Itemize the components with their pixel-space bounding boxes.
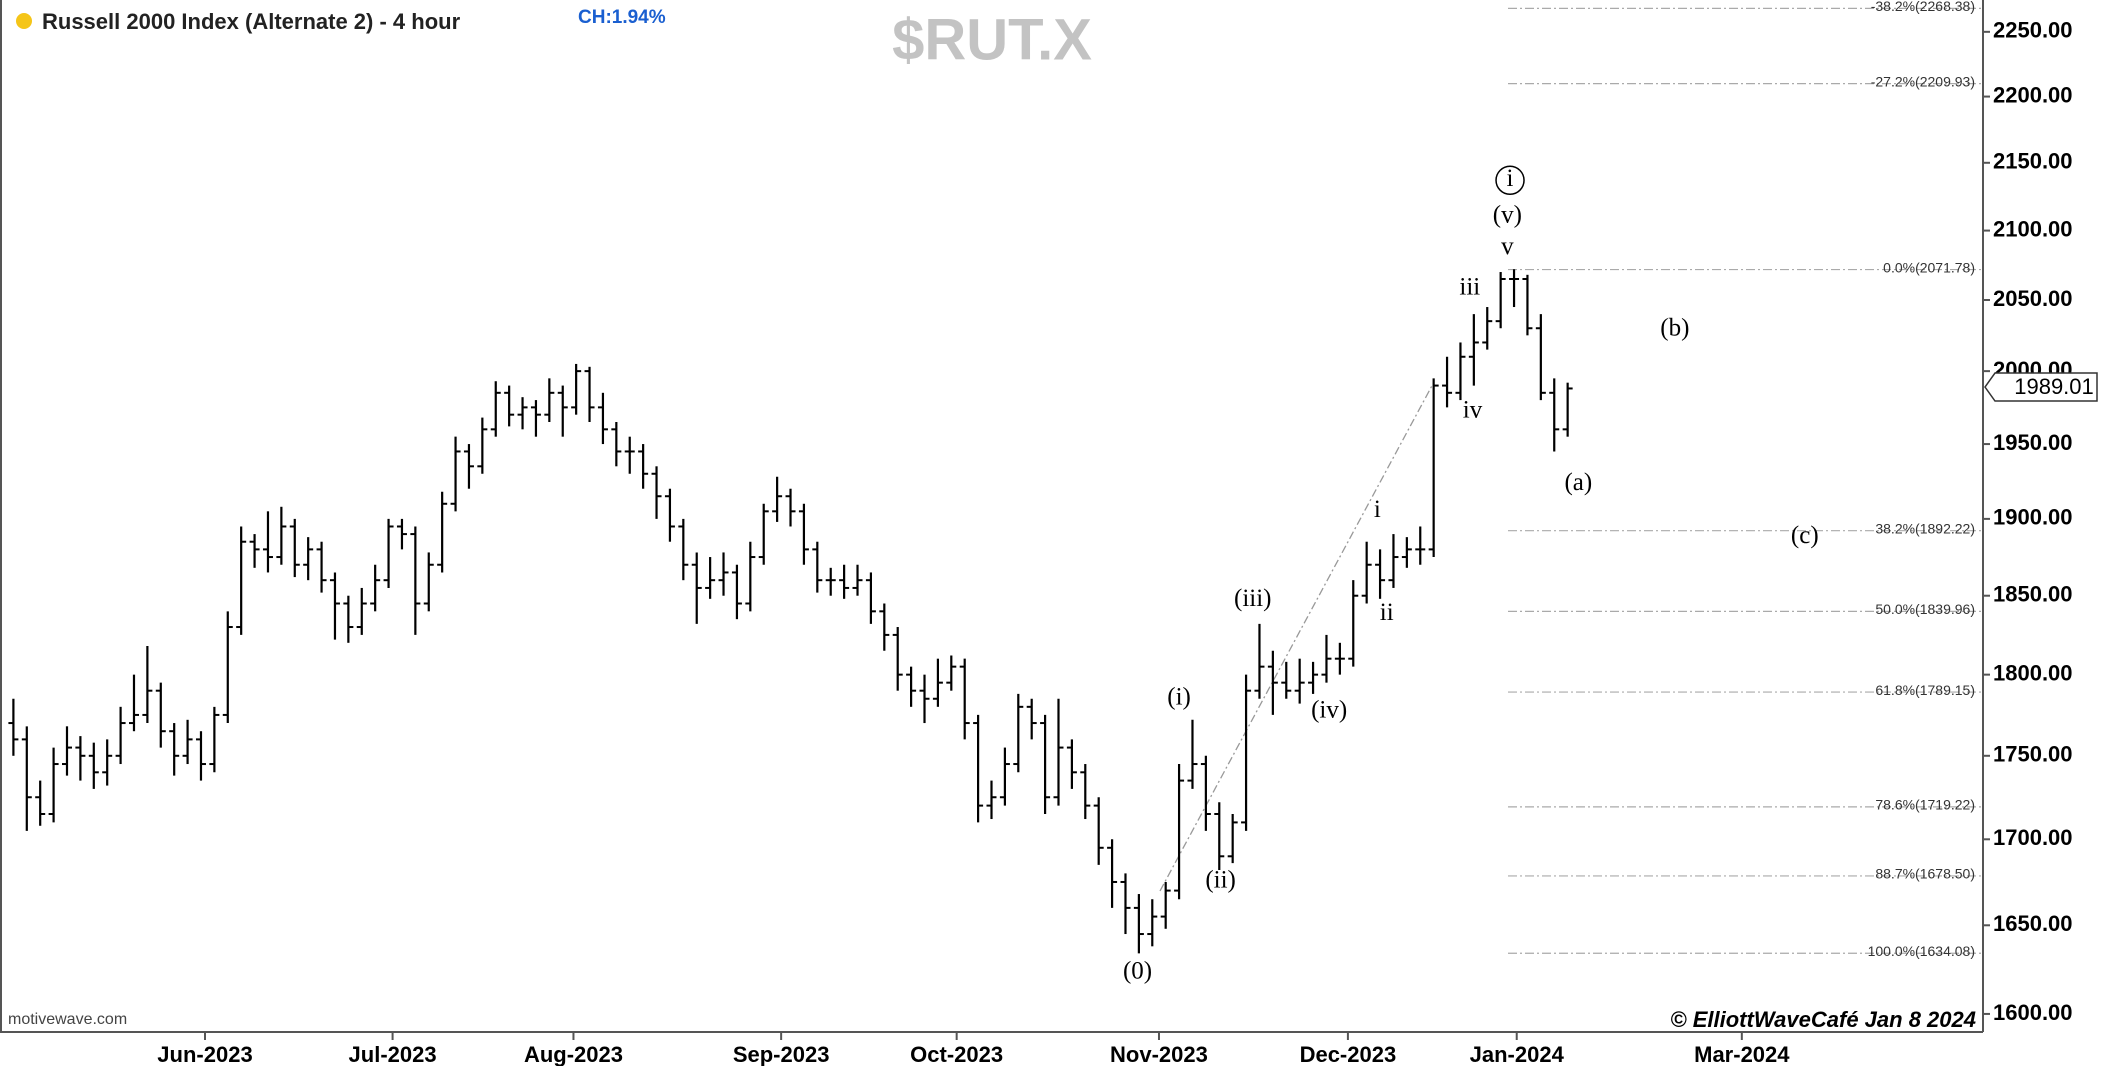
- y-tick-label: 1650.00: [1993, 911, 2073, 936]
- last-price-box: [1984, 372, 2098, 402]
- fib-label: 50.0%(1839.96): [1875, 601, 1975, 617]
- wave-label: (iv): [1311, 696, 1347, 723]
- fib-label: 38.2%(1892.22): [1875, 520, 1975, 536]
- x-tick-label: Jan-2024: [1470, 1042, 1565, 1066]
- y-tick-label: 1850.00: [1993, 582, 2073, 607]
- wave-circle: [1495, 165, 1525, 196]
- chart-title: Russell 2000 Index (Alternate 2) - 4 hou…: [42, 9, 461, 34]
- wave-label: (0): [1123, 958, 1152, 985]
- wave-label: iv: [1463, 396, 1483, 423]
- wave-label: i: [1507, 165, 1514, 192]
- wave-label: (i): [1167, 683, 1191, 710]
- y-tick-label: 2100.00: [1993, 216, 2073, 241]
- y-tick-label: 1750.00: [1993, 742, 2073, 767]
- fib-label: -27.2%(2209.93): [1871, 73, 1975, 89]
- wave-label: i: [1374, 496, 1381, 523]
- change-label: CH:1.94%: [578, 7, 666, 28]
- y-tick-label: 1600.00: [1993, 1000, 2073, 1025]
- wave-label: (c): [1791, 522, 1819, 549]
- wave-label: (b): [1660, 314, 1689, 341]
- y-tick-label: 1900.00: [1993, 505, 2073, 530]
- fib-label: 61.8%(1789.15): [1875, 682, 1975, 698]
- y-tick-label: 2200.00: [1993, 82, 2073, 107]
- symbol-watermark: $RUT.X: [892, 7, 1092, 72]
- x-tick-label: Dec-2023: [1300, 1042, 1397, 1066]
- fib-label: -38.2%(2268.38): [1871, 0, 1975, 14]
- y-tick-label: 2150.00: [1993, 149, 2073, 174]
- x-tick-label: Mar-2024: [1694, 1042, 1790, 1066]
- credit-label: © ElliottWaveCafé Jan 8 2024: [1670, 1007, 1976, 1032]
- x-tick-label: Jul-2023: [349, 1042, 437, 1066]
- source-label: motivewave.com: [8, 1011, 127, 1028]
- wave-label: v: [1501, 233, 1514, 260]
- fib-label: 0.0%(2071.78): [1883, 259, 1975, 275]
- y-tick-label: 1950.00: [1993, 430, 2073, 455]
- wave-label: ii: [1380, 599, 1394, 626]
- wave-label: (v): [1493, 202, 1522, 229]
- fib-label: 78.6%(1719.22): [1875, 797, 1975, 813]
- status-dot: [16, 13, 32, 29]
- x-tick-label: Aug-2023: [524, 1042, 623, 1066]
- x-tick-label: Sep-2023: [733, 1042, 830, 1066]
- wave-label: (ii): [1205, 867, 1236, 894]
- y-tick-label: 2250.00: [1993, 18, 2073, 43]
- x-tick-label: Oct-2023: [910, 1042, 1003, 1066]
- y-tick-label: 1800.00: [1993, 660, 2073, 685]
- wave-label: iii: [1459, 274, 1480, 301]
- fib-label: 88.7%(1678.50): [1875, 866, 1975, 882]
- y-tick-label: 2050.00: [1993, 286, 2073, 311]
- y-tick-label: 1700.00: [1993, 825, 2073, 850]
- x-tick-label: Jun-2023: [157, 1042, 252, 1066]
- wave-label: (iii): [1234, 585, 1272, 612]
- wave-label: (a): [1564, 469, 1592, 496]
- fib-label: 100.0%(1634.08): [1868, 943, 1975, 959]
- last-price-label: 1989.01: [2014, 374, 2094, 399]
- x-tick-label: Nov-2023: [1110, 1042, 1208, 1066]
